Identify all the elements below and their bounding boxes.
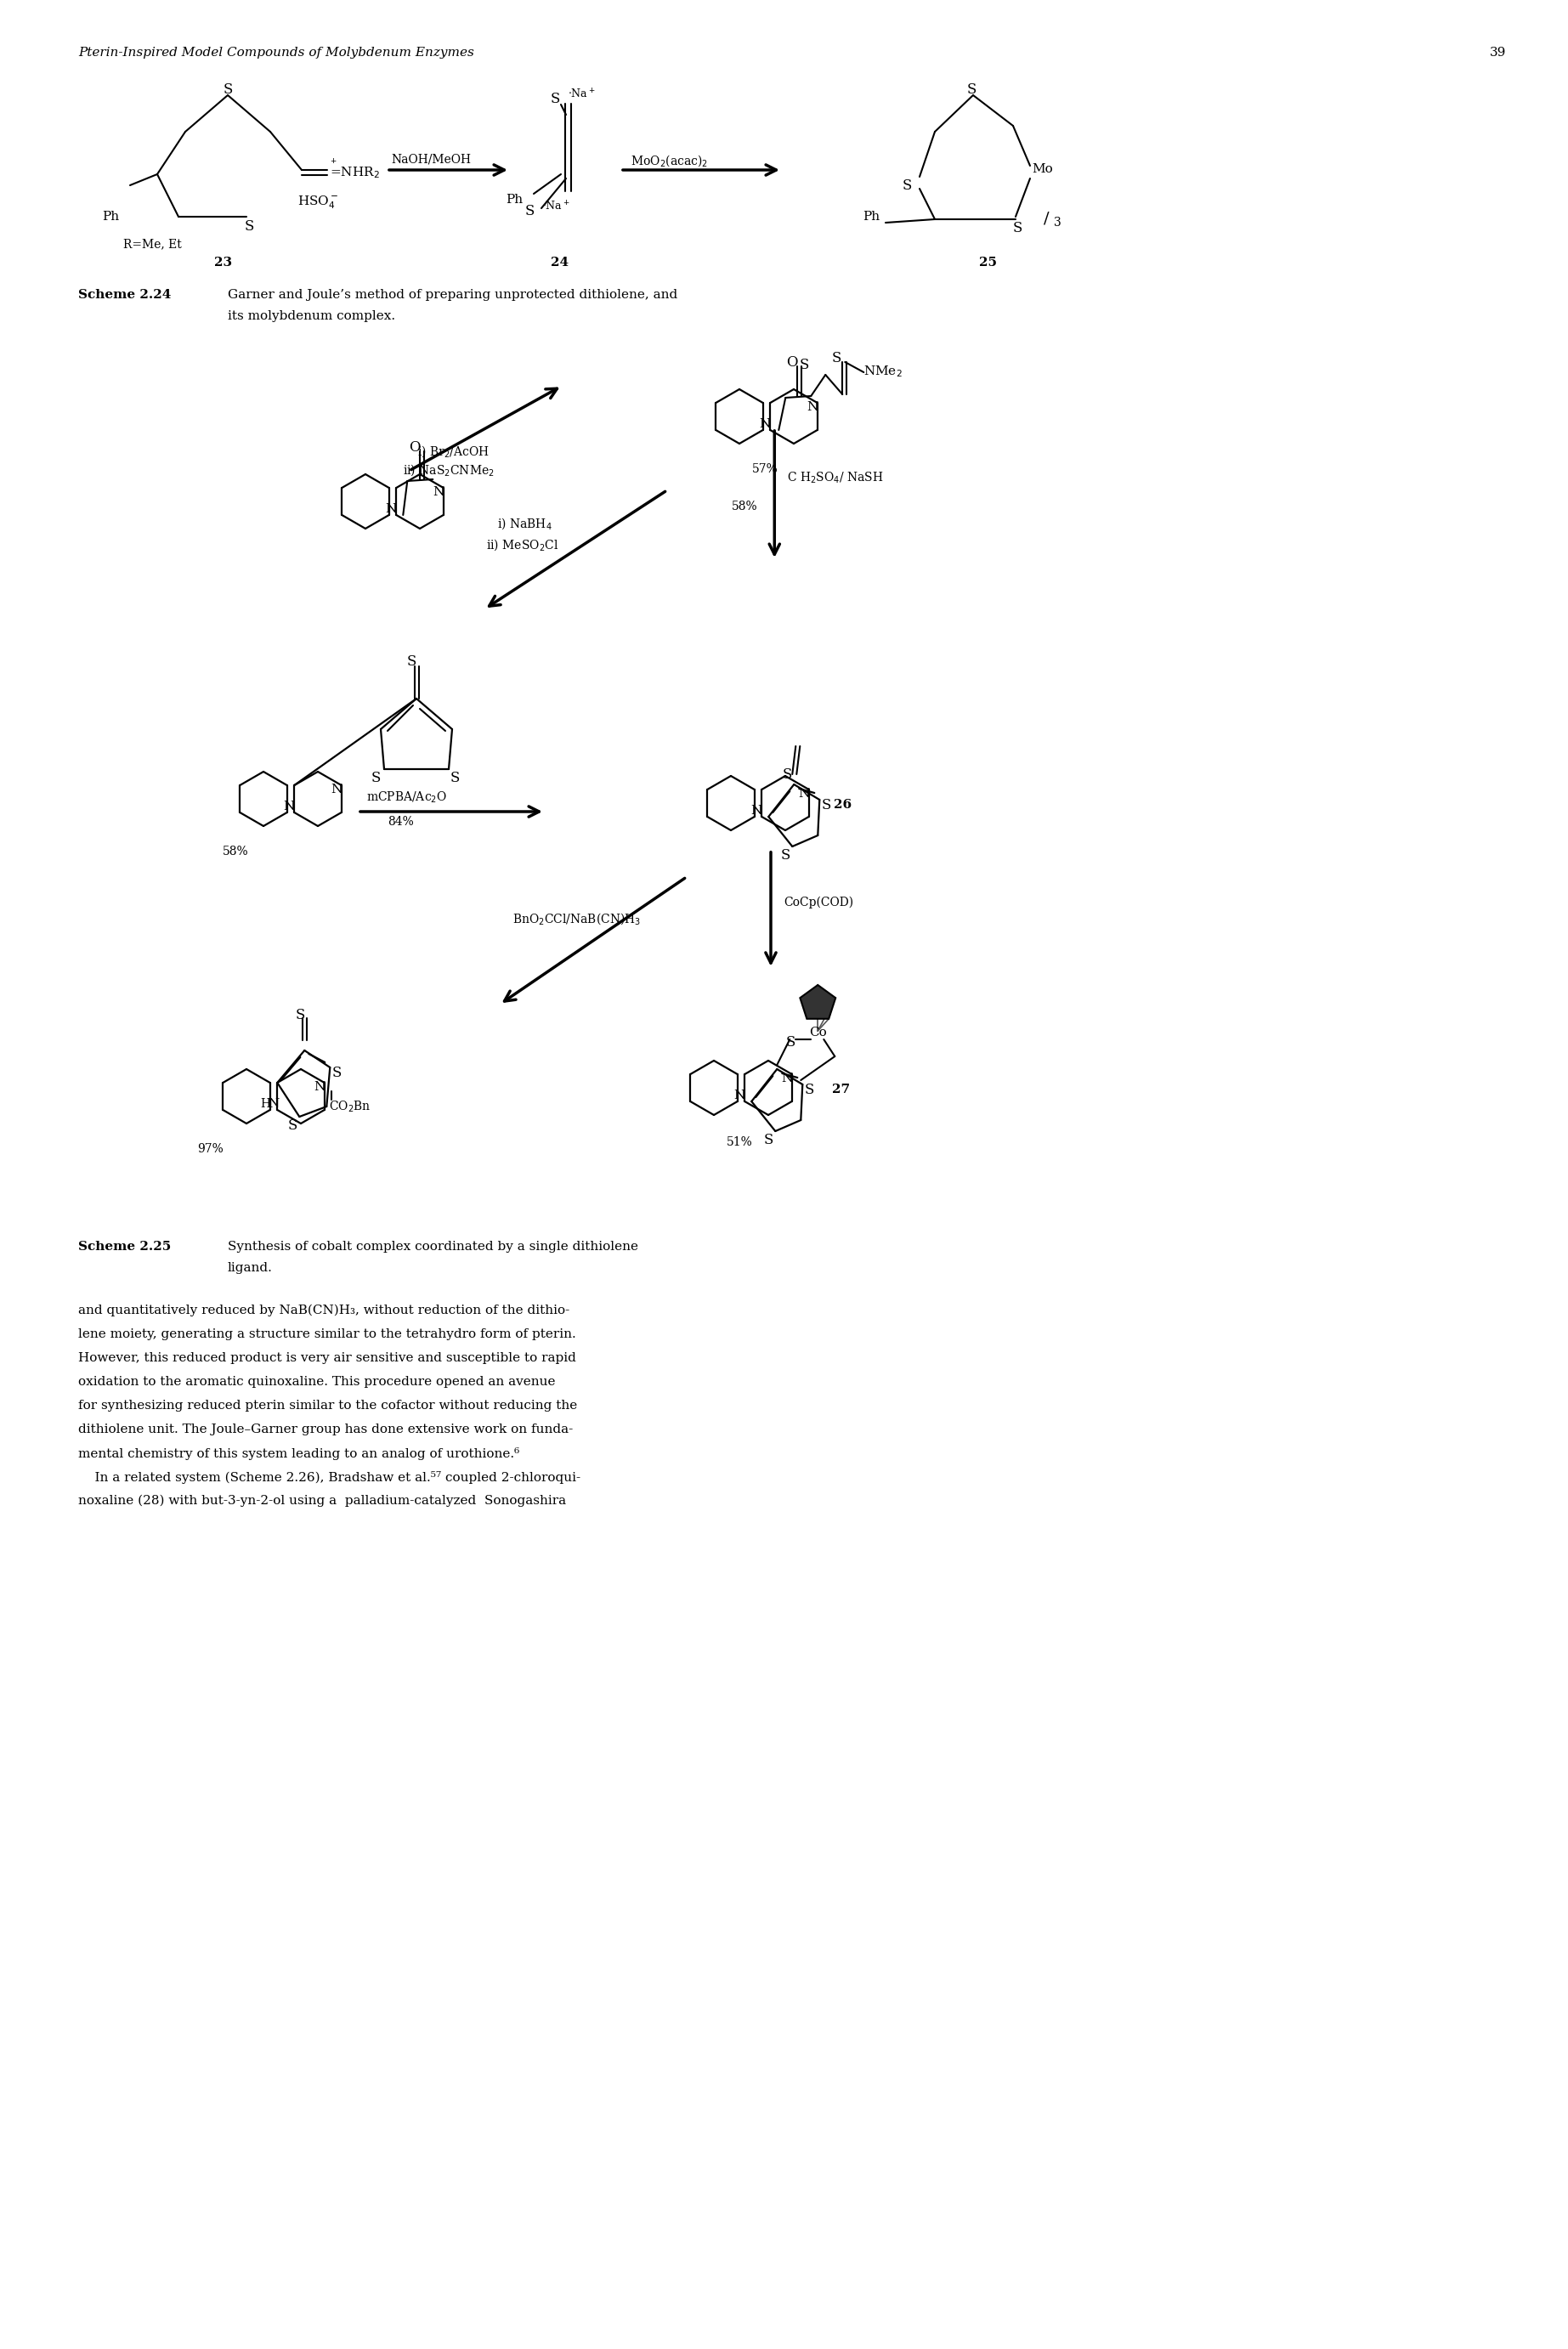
Polygon shape (800, 984, 836, 1019)
Text: S: S (781, 848, 790, 862)
Text: /: / (1044, 211, 1049, 226)
Text: N: N (734, 1090, 745, 1102)
Text: Synthesis of cobalt complex coordinated by a single dithiolene: Synthesis of cobalt complex coordinated … (227, 1240, 638, 1252)
Text: noxaline (28) with but-3-yn-2-ol using a  palladium-catalyzed  Sonogashira: noxaline (28) with but-3-yn-2-ol using a… (78, 1494, 566, 1508)
Text: S: S (287, 1118, 298, 1132)
Text: S: S (406, 655, 416, 669)
Text: R=Me, Et: R=Me, Et (124, 237, 182, 249)
Text: In a related system (Scheme 2.26), Bradshaw et al.⁵⁷ coupled 2-chloroqui-: In a related system (Scheme 2.26), Brads… (78, 1470, 580, 1485)
Text: N: N (781, 1073, 792, 1085)
Text: S: S (245, 218, 254, 233)
Text: N: N (433, 486, 444, 498)
Text: 23: 23 (215, 256, 232, 268)
Text: mCPBA/Ac$_2$O: mCPBA/Ac$_2$O (367, 789, 447, 806)
Text: 97%: 97% (198, 1144, 223, 1156)
Text: BnO$_2$CCl/NaB(CN)H$_3$: BnO$_2$CCl/NaB(CN)H$_3$ (513, 911, 640, 926)
Text: oxidation to the aromatic quinoxaline. This procedure opened an avenue: oxidation to the aromatic quinoxaline. T… (78, 1377, 555, 1388)
Text: ligand.: ligand. (227, 1261, 273, 1273)
Text: S: S (804, 1083, 814, 1097)
Text: HSO$_4^-$: HSO$_4^-$ (298, 193, 339, 211)
Text: Garner and Joule’s method of preparing unprotected dithiolene, and: Garner and Joule’s method of preparing u… (227, 289, 677, 301)
Text: NMe$_2$: NMe$_2$ (864, 364, 903, 378)
Text: Pterin-Inspired Model Compounds of Molybdenum Enzymes: Pterin-Inspired Model Compounds of Molyb… (78, 47, 474, 59)
Text: dithiolene unit. The Joule–Garner group has done extensive work on funda-: dithiolene unit. The Joule–Garner group … (78, 1423, 572, 1435)
Text: 26: 26 (834, 799, 851, 810)
Text: $\cdot$Na$^+$: $\cdot$Na$^+$ (568, 87, 596, 101)
Text: Co: Co (809, 1027, 826, 1038)
Text: 25: 25 (978, 256, 997, 268)
Text: Scheme 2.25: Scheme 2.25 (78, 1240, 171, 1252)
Text: 84%: 84% (387, 815, 414, 827)
Text: O: O (787, 355, 798, 369)
Text: i) NaBH$_4$: i) NaBH$_4$ (497, 517, 552, 531)
Text: N: N (798, 787, 809, 799)
Text: 58%: 58% (223, 846, 249, 857)
Text: C H$_2$SO$_4$/ NaSH: C H$_2$SO$_4$/ NaSH (787, 470, 884, 486)
Text: ii) NaS$_2$CNMe$_2$: ii) NaS$_2$CNMe$_2$ (403, 463, 495, 477)
Text: ii) MeSO$_2$Cl: ii) MeSO$_2$Cl (486, 538, 558, 552)
Text: N: N (751, 806, 762, 817)
Text: S: S (525, 204, 535, 218)
Text: MoO$_2$(acac)$_2$: MoO$_2$(acac)$_2$ (630, 153, 707, 169)
Text: Ph: Ph (862, 211, 880, 223)
Text: Ph: Ph (102, 211, 119, 223)
Text: S: S (372, 770, 381, 785)
Text: $^+$: $^+$ (329, 157, 337, 169)
Text: S: S (967, 82, 977, 96)
Text: CoCp(COD): CoCp(COD) (784, 897, 853, 909)
Text: lene moiety, generating a structure similar to the tetrahydro form of pterin.: lene moiety, generating a structure simi… (78, 1327, 575, 1341)
Text: 27: 27 (833, 1083, 850, 1095)
Text: N: N (759, 418, 771, 430)
Text: CO$_2$Bn: CO$_2$Bn (329, 1099, 370, 1113)
Text: S: S (764, 1132, 773, 1146)
Text: i) Br$_2$/AcOH: i) Br$_2$/AcOH (417, 444, 489, 458)
Text: Scheme 2.24: Scheme 2.24 (78, 289, 171, 301)
Text: S: S (450, 770, 459, 785)
Text: 58%: 58% (732, 500, 757, 512)
Text: N: N (331, 785, 342, 796)
Text: 51%: 51% (726, 1137, 753, 1149)
Text: 3: 3 (1054, 216, 1062, 228)
Text: S: S (550, 92, 560, 106)
Text: for synthesizing reduced pterin similar to the cofactor without reducing the: for synthesizing reduced pterin similar … (78, 1400, 577, 1412)
Text: =NHR$_2$: =NHR$_2$ (329, 164, 379, 181)
Text: S: S (786, 1036, 795, 1050)
Text: S: S (903, 179, 913, 193)
Text: N: N (314, 1081, 325, 1092)
Text: N: N (386, 503, 397, 514)
Text: mental chemistry of this system leading to an analog of urothione.⁶: mental chemistry of this system leading … (78, 1447, 519, 1461)
Text: Ph: Ph (505, 193, 522, 207)
Text: $\cdot$Na$^+$: $\cdot$Na$^+$ (543, 200, 569, 214)
Text: S: S (831, 350, 842, 366)
Text: and quantitatively reduced by NaB(CN)H₃, without reduction of the dithio-: and quantitatively reduced by NaB(CN)H₃,… (78, 1304, 569, 1318)
Text: 57%: 57% (753, 463, 778, 474)
Text: S: S (332, 1066, 342, 1081)
Text: 39: 39 (1490, 47, 1507, 59)
Text: N: N (268, 1097, 279, 1111)
Text: S: S (295, 1008, 306, 1022)
Text: Mo: Mo (1032, 162, 1052, 176)
Text: S: S (822, 799, 831, 813)
Text: S: S (1013, 221, 1022, 235)
Text: NaOH/MeOH: NaOH/MeOH (390, 153, 470, 164)
Text: its molybdenum complex.: its molybdenum complex. (227, 310, 395, 322)
Text: S: S (800, 357, 809, 371)
Text: O: O (409, 439, 420, 456)
Text: N: N (284, 801, 295, 813)
Text: However, this reduced product is very air sensitive and susceptible to rapid: However, this reduced product is very ai… (78, 1353, 575, 1365)
Text: 24: 24 (550, 256, 569, 268)
Text: S: S (782, 768, 792, 782)
Text: S: S (223, 82, 232, 96)
Text: H: H (260, 1097, 271, 1111)
Text: N: N (806, 402, 818, 413)
